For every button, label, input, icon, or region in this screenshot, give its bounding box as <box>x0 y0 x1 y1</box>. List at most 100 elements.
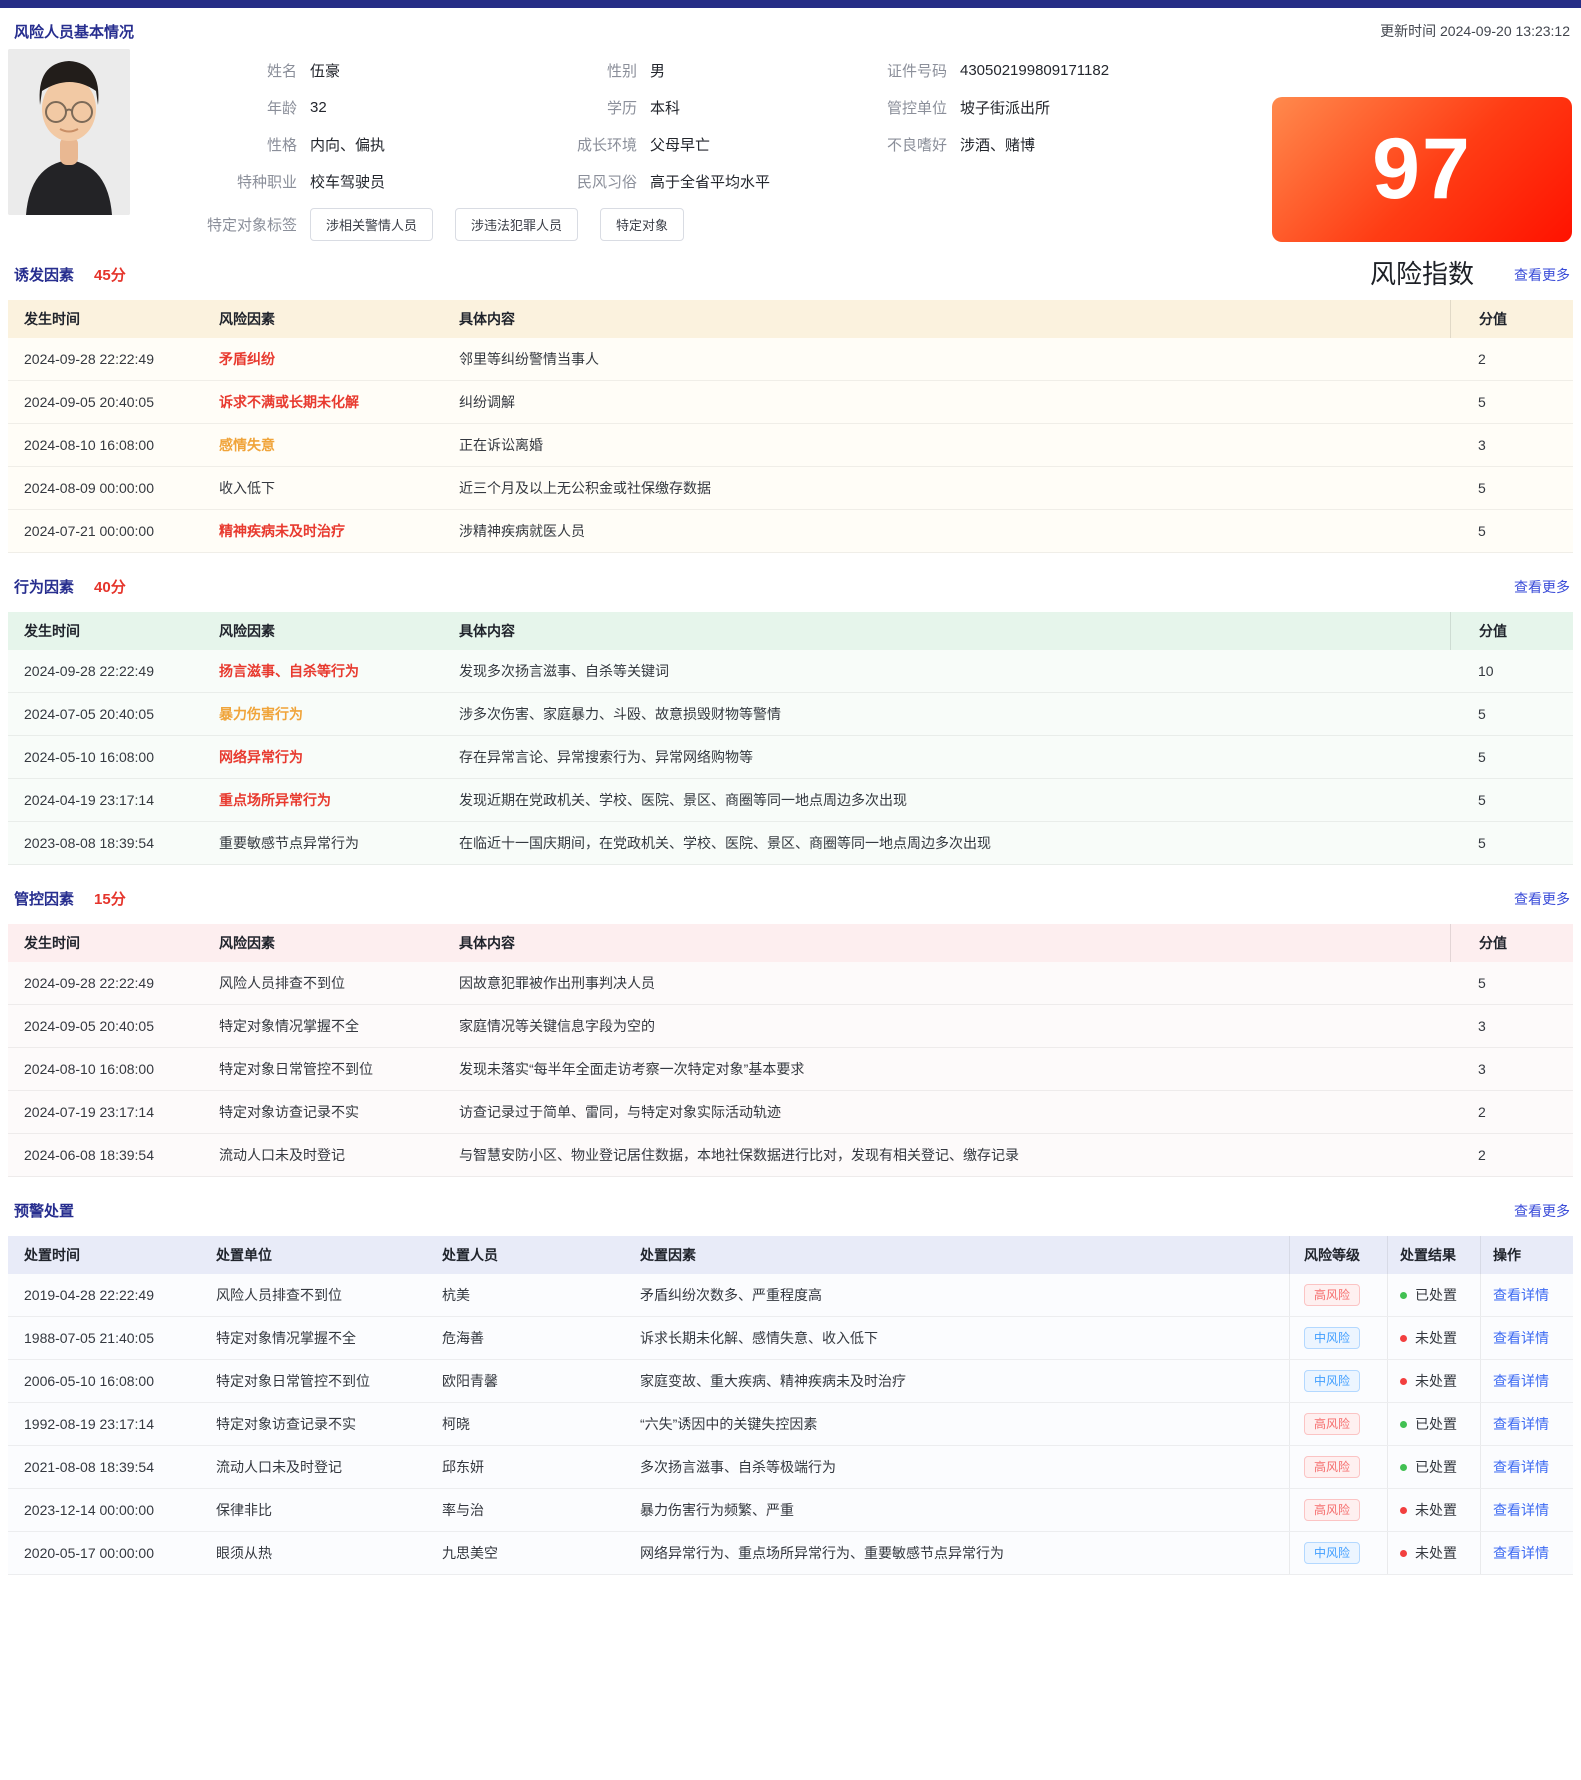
cell-time: 2024-07-19 23:17:14 <box>24 1104 154 1120</box>
view-more-link[interactable]: 查看更多 <box>1514 578 1570 595</box>
view-detail-link[interactable]: 查看详情 <box>1493 1287 1549 1303</box>
profile-field: 特种职业 校车驾驶员 <box>185 170 525 192</box>
profile-field: 民风习俗 高于全省平均水平 <box>525 170 835 192</box>
cell-score: 5 <box>1478 835 1486 851</box>
table-row: 2024-07-21 00:00:00 精神疾病未及时治疗 涉精神疾病就医人员 5 <box>8 510 1573 553</box>
column-header: 风险等级 <box>1289 1236 1387 1274</box>
cell-action: 查看详情 <box>1480 1489 1573 1531</box>
cell-detail: 涉多次伤害、家庭暴力、斗殴、故意损毁财物等警情 <box>459 706 781 722</box>
field-value: 430502199809171182 <box>960 61 1110 79</box>
column-header: 分值 <box>1450 300 1573 338</box>
table-header-row: 处置时间 处置单位 处置人员 处置因素 风险等级 处置结果 操作 <box>8 1236 1573 1274</box>
field-value: 父母早亡 <box>650 136 711 154</box>
cell-score: 5 <box>1478 975 1486 991</box>
cell-time: 2024-09-28 22:22:49 <box>24 975 154 991</box>
column-header: 发生时间 <box>24 935 80 951</box>
cell-unit: 特定对象日常管控不到位 <box>216 1373 370 1389</box>
section-score: 45分 <box>94 267 126 284</box>
top-accent-bar <box>0 0 1581 8</box>
field-value: 本科 <box>650 99 681 117</box>
column-header: 处置时间 <box>24 1247 80 1263</box>
risk-level-badge: 中风险 <box>1304 1541 1361 1565</box>
cell-action: 查看详情 <box>1480 1274 1573 1316</box>
field-label: 性别 <box>606 62 637 80</box>
view-detail-link[interactable]: 查看详情 <box>1493 1416 1549 1432</box>
risk-factor-text: 暴力伤害行为 <box>219 706 303 722</box>
special-object-tags-row: 特定对象标签 涉相关警情人员 涉违法犯罪人员 特定对象 <box>185 208 1253 241</box>
column-header: 处置单位 <box>216 1247 272 1263</box>
column-header: 具体内容 <box>459 623 515 639</box>
risk-level-badge: 高风险 <box>1304 1455 1361 1479</box>
result-status-dot <box>1400 1506 1407 1514</box>
cell-action: 查看详情 <box>1480 1317 1573 1359</box>
cell-result: 已处置 <box>1387 1446 1480 1488</box>
cell-time: 2023-08-08 18:39:54 <box>24 835 154 851</box>
cell-action: 查看详情 <box>1480 1532 1573 1574</box>
result-status-dot <box>1400 1420 1407 1428</box>
risk-factor-text: 流动人口未及时登记 <box>219 1147 345 1163</box>
cell-time: 2024-08-10 16:08:00 <box>24 1061 154 1077</box>
trigger-factors-table: 发生时间 风险因素 具体内容 分值 2024-09-28 22:22:49 矛盾纠纷 邻里等… <box>8 300 1573 553</box>
section-header: 诱发因素 45分 查看更多 <box>14 264 1570 285</box>
cell-detail: 涉精神疾病就医人员 <box>459 523 585 539</box>
cell-time: 1992-08-19 23:17:14 <box>24 1416 154 1432</box>
cell-risk-factor: 特定对象访查记录不实 <box>219 1091 459 1133</box>
cell-score: 2 <box>1478 1104 1486 1120</box>
special-object-tag: 涉违法犯罪人员 <box>455 208 579 241</box>
table-row: 1992-08-19 23:17:14 特定对象访查记录不实 柯晓 “六失”诱因中的关… <box>8 1403 1573 1446</box>
cell-time: 2024-07-05 20:40:05 <box>24 706 154 722</box>
cell-detail: 发现未落实“每半年全面走访考察一次特定对象”基本要求 <box>459 1061 805 1077</box>
cell-result: 未处置 <box>1387 1360 1480 1402</box>
cell-detail: 因故意犯罪被作出刑事判决人员 <box>459 975 655 991</box>
risk-factor-text: 风险人员排查不到位 <box>219 975 345 991</box>
table-body: 2019-04-28 22:22:49 风险人员排查不到位 杭美 矛盾纠纷次数多、严重… <box>8 1274 1573 1575</box>
view-detail-link[interactable]: 查看详情 <box>1493 1330 1549 1346</box>
section-control-factors: 管控因素 15分 查看更多 发生时间 风险因素 具体内容 分值 2024-09-28 2… <box>8 888 1573 1177</box>
risk-level-badge: 中风险 <box>1304 1326 1361 1350</box>
cell-person: 欧阳青馨 <box>442 1373 498 1389</box>
cell-risk-factor: 重要敏感节点异常行为 <box>219 822 459 864</box>
field-label: 管控单位 <box>886 99 947 117</box>
cell-score: 5 <box>1478 394 1486 410</box>
result-status-dot <box>1400 1377 1407 1385</box>
section-header: 预警处置 查看更多 <box>14 1200 1570 1221</box>
risk-factor-text: 特定对象访查记录不实 <box>219 1104 359 1120</box>
cell-risk-level: 中风险 <box>1289 1532 1387 1574</box>
view-detail-link[interactable]: 查看详情 <box>1493 1502 1549 1518</box>
alert-disposal-table: 处置时间 处置单位 处置人员 处置因素 风险等级 处置结果 操作 2019-04-28 22:… <box>8 1236 1573 1575</box>
table-row: 2020-05-17 00:00:00 眼须从热 九思美空 网络异常行为、重点场所异常… <box>8 1532 1573 1575</box>
section-trigger-factors: 诱发因素 45分 查看更多 发生时间 风险因素 具体内容 分值 2024-09-28 2… <box>8 264 1573 553</box>
view-detail-link[interactable]: 查看详情 <box>1493 1373 1549 1389</box>
behavior-factors-table: 发生时间 风险因素 具体内容 分值 2024-09-28 22:22:49 扬言滋事、自杀… <box>8 612 1573 865</box>
view-detail-link[interactable]: 查看详情 <box>1493 1545 1549 1561</box>
cell-detail: 纠纷调解 <box>459 394 515 410</box>
cell-time: 2021-08-08 18:39:54 <box>24 1459 154 1475</box>
table-body: 2024-09-28 22:22:49 扬言滋事、自杀等行为 发现多次扬言滋事、自杀… <box>8 650 1573 865</box>
control-factors-table: 发生时间 风险因素 具体内容 分值 2024-09-28 22:22:49 风险人员排查不… <box>8 924 1573 1177</box>
cell-score: 5 <box>1478 480 1486 496</box>
cell-result: 未处置 <box>1387 1532 1480 1574</box>
result-text: 未处置 <box>1415 1330 1457 1346</box>
column-header: 发生时间 <box>24 311 80 327</box>
cell-factor: 家庭变故、重大疾病、精神疾病未及时治疗 <box>640 1373 906 1389</box>
profile-fields: 姓名 伍豪 性别男证件号码 430502199809171182 年龄 32 学历 本科 管控单… <box>185 59 1253 192</box>
view-detail-link[interactable]: 查看详情 <box>1493 1459 1549 1475</box>
cell-result: 未处置 <box>1387 1489 1480 1531</box>
field-label: 成长环境 <box>576 136 637 154</box>
risk-factor-text: 收入低下 <box>219 480 275 496</box>
cell-risk-factor: 网络异常行为 <box>219 736 459 778</box>
field-value: 坡子街派出所 <box>960 99 1051 117</box>
section-score: 15分 <box>94 891 126 908</box>
cell-risk-factor: 诉求不满或长期未化解 <box>219 381 459 423</box>
profile-field: 学历 本科 <box>525 96 835 118</box>
column-header: 操作 <box>1480 1236 1573 1274</box>
cell-result: 未处置 <box>1387 1317 1480 1359</box>
table-body: 2024-09-28 22:22:49 矛盾纠纷 邻里等纠纷警情当事人 2 2024-0… <box>8 338 1573 553</box>
cell-time: 2024-04-19 23:17:14 <box>24 792 154 808</box>
cell-time: 1988-07-05 21:40:05 <box>24 1330 154 1346</box>
view-more-link[interactable]: 查看更多 <box>1514 1202 1570 1219</box>
table-row: 2024-07-05 20:40:05 暴力伤害行为 涉多次伤害、家庭暴力、斗殴、故… <box>8 693 1573 736</box>
cell-detail: 发现多次扬言滋事、自杀等关键词 <box>459 663 669 679</box>
view-more-link[interactable]: 查看更多 <box>1514 890 1570 907</box>
view-more-link[interactable]: 查看更多 <box>1514 266 1570 283</box>
